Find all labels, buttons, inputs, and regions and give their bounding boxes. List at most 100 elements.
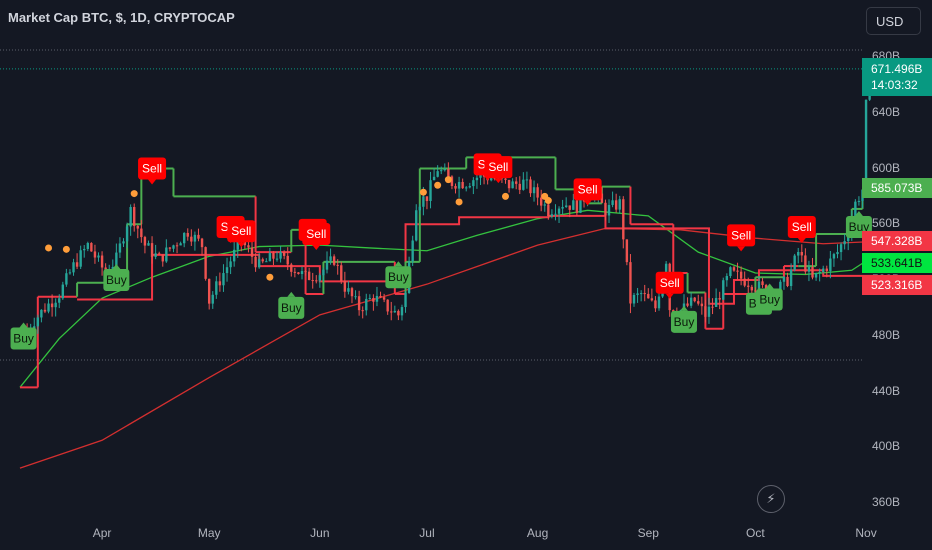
candle-body bbox=[211, 294, 214, 304]
signal-pointer bbox=[19, 322, 28, 328]
candle-body bbox=[461, 181, 464, 189]
y-tick-label: 480B bbox=[872, 327, 901, 342]
candle-body bbox=[511, 181, 514, 189]
signal-label: Buy bbox=[106, 273, 127, 287]
signal-pointer bbox=[394, 261, 403, 267]
candle-body bbox=[443, 169, 446, 171]
candle-body bbox=[207, 278, 211, 304]
currency-button[interactable]: USD bbox=[866, 7, 921, 35]
candle-body bbox=[254, 256, 257, 268]
candle-body bbox=[857, 200, 861, 202]
candle-body bbox=[786, 276, 789, 287]
candle-body bbox=[340, 265, 343, 281]
orange-dot-marker bbox=[544, 197, 552, 205]
candle-body bbox=[807, 267, 811, 272]
candle-body bbox=[311, 280, 314, 282]
candle-body bbox=[811, 267, 814, 278]
candle-body bbox=[836, 252, 839, 255]
candle-body bbox=[54, 302, 57, 308]
candle-body bbox=[79, 250, 82, 267]
candle-body bbox=[697, 301, 700, 304]
signal-box bbox=[227, 220, 256, 243]
candle-body bbox=[418, 206, 422, 211]
candle-body bbox=[236, 240, 239, 250]
candle-body bbox=[618, 199, 621, 210]
signal-label: Buy bbox=[674, 315, 695, 329]
x-tick-label: Sep bbox=[637, 526, 659, 540]
candle-body bbox=[554, 213, 557, 215]
signal-box bbox=[670, 310, 697, 333]
signal-box bbox=[10, 327, 37, 350]
candle-body bbox=[390, 311, 393, 313]
candle-body bbox=[325, 260, 329, 270]
candle-body bbox=[361, 310, 364, 312]
candle-body bbox=[354, 296, 357, 298]
orange-dot-marker bbox=[444, 176, 452, 184]
candle-body bbox=[36, 317, 40, 327]
current-price-value: 671.496B bbox=[871, 62, 923, 76]
candle-body bbox=[614, 200, 618, 210]
signal-label: Sell bbox=[306, 227, 326, 241]
signal-box bbox=[302, 223, 331, 246]
signal-box bbox=[484, 156, 513, 179]
candle-body bbox=[375, 295, 379, 302]
candle-body bbox=[286, 255, 289, 265]
candle-body bbox=[718, 298, 721, 300]
candle-body bbox=[50, 303, 54, 308]
candle-body bbox=[118, 243, 122, 253]
candle-body bbox=[300, 271, 304, 274]
x-tick-label: Jun bbox=[310, 526, 330, 540]
candle-body bbox=[61, 284, 65, 299]
ma-short-tag: 533.641B bbox=[862, 253, 932, 273]
candle-body bbox=[568, 205, 571, 210]
candle-body bbox=[315, 280, 318, 282]
sell-signal: Sell bbox=[302, 223, 331, 251]
signal-label: Buy bbox=[759, 293, 780, 307]
signal-pointer bbox=[148, 179, 157, 185]
candle-body bbox=[307, 271, 311, 281]
candle-body bbox=[504, 178, 507, 180]
candle-body bbox=[525, 179, 529, 181]
candle-body bbox=[793, 255, 796, 270]
candle-body bbox=[447, 169, 450, 177]
signal-markers: Buy Buy Sell Sell Sell Buy Sell Sell Buy Sell Sell… bbox=[10, 153, 872, 350]
candle-body bbox=[350, 288, 354, 297]
candle-body bbox=[150, 243, 154, 257]
red-lower-tag: 523.316B bbox=[862, 275, 932, 295]
candle-body bbox=[347, 288, 350, 292]
orange-dots bbox=[45, 176, 552, 281]
sell-signal: Sell bbox=[573, 178, 602, 206]
signal-pointer bbox=[854, 211, 863, 217]
candle-body bbox=[232, 249, 236, 262]
candle-body bbox=[515, 181, 518, 184]
signal-pointer bbox=[737, 246, 746, 252]
candle-body bbox=[218, 281, 222, 286]
candle-body bbox=[636, 293, 639, 295]
signal-label: Sell bbox=[731, 228, 751, 242]
signal-pointer bbox=[237, 242, 246, 248]
candle-body bbox=[818, 271, 821, 273]
buy-signal: Buy bbox=[103, 264, 130, 291]
candle-body bbox=[43, 309, 47, 312]
candle-body bbox=[625, 239, 629, 263]
signal-box bbox=[655, 271, 684, 294]
signal-pointer bbox=[765, 283, 774, 289]
candle-body bbox=[382, 297, 386, 300]
candle-body bbox=[654, 300, 657, 309]
lightning-icon[interactable]: ⚡ bbox=[757, 485, 785, 513]
buy-signal: Buy bbox=[385, 261, 412, 289]
candle-body bbox=[40, 309, 43, 318]
candle-body bbox=[332, 256, 336, 265]
candle-body bbox=[172, 245, 175, 249]
candle-body bbox=[386, 299, 389, 312]
candle-body bbox=[268, 252, 272, 262]
candle-body bbox=[72, 262, 75, 273]
x-tick-label: Jul bbox=[419, 526, 435, 540]
orange-dot-marker bbox=[130, 190, 138, 198]
candle-body bbox=[90, 243, 93, 252]
candle-body bbox=[475, 177, 479, 181]
candle-body bbox=[557, 208, 561, 214]
signal-label: Sell bbox=[660, 276, 680, 290]
chart-title: Market Cap BTC, $, 1D, CRYPTOCAP bbox=[8, 10, 235, 25]
